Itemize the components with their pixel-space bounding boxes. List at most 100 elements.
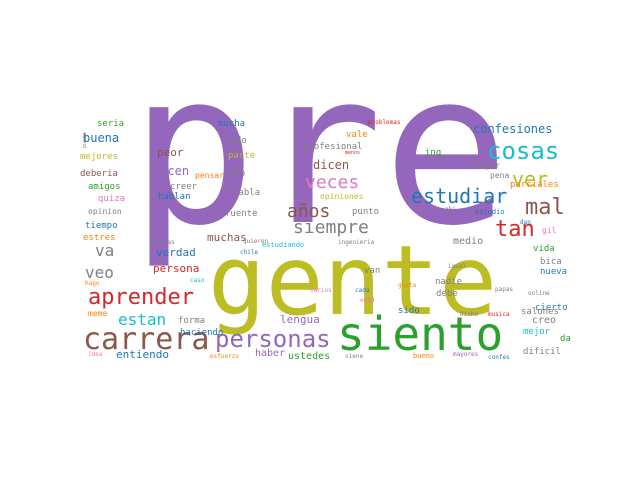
word-nueva: nueva	[540, 267, 568, 277]
word-lado: lado	[225, 136, 247, 146]
word-debe: debe	[436, 289, 458, 299]
word-gente: gente	[208, 225, 497, 337]
word-idea: idea	[88, 351, 103, 358]
word-peor: peor	[157, 146, 184, 159]
word-aprender: aprender	[88, 285, 194, 310]
word-gil: gil	[542, 226, 557, 235]
word-igual: igual	[448, 263, 467, 270]
word-hablan: hablan	[158, 192, 191, 202]
word-dicen: dicen	[313, 158, 350, 172]
word-tiempo: tiempo	[85, 221, 118, 231]
word-pensar: pensar	[195, 171, 224, 180]
word-verdad: verdad	[156, 246, 196, 259]
word-amigos: amigos	[88, 182, 121, 192]
word-van: van	[364, 266, 381, 276]
word-mucha: mucha	[218, 119, 246, 129]
word-confes: confes	[488, 354, 510, 361]
word-chile: chile	[240, 249, 259, 256]
word-estudiando: estudiando	[262, 241, 305, 249]
word-hago: hago	[85, 280, 100, 287]
word-siempre: siempre	[293, 217, 369, 238]
word-mal: mal	[525, 195, 565, 220]
word-va: va	[95, 241, 115, 260]
word-opiniones: opiniones	[320, 192, 364, 201]
word-vale: vale	[346, 130, 368, 140]
word-cosas: cosas	[487, 137, 560, 165]
word-parciales: parciales	[510, 180, 559, 190]
word-puede: puede	[82, 132, 88, 148]
word-persona: persona	[153, 262, 200, 275]
word-creer: creer	[170, 182, 198, 192]
word-haber: haber	[255, 348, 286, 359]
word-seria: seria	[97, 119, 125, 129]
word-varios: varios	[310, 287, 332, 294]
word-estan: estan	[118, 310, 167, 329]
word-lengua: lengua	[280, 313, 320, 326]
word-muchas: muchas	[207, 231, 247, 244]
word-salones: salones	[521, 307, 559, 317]
word-pena: pena	[490, 171, 510, 180]
word-ano: año	[229, 169, 246, 179]
word-problemas: problemas	[368, 119, 401, 126]
word-viene: viene	[345, 353, 364, 360]
word-ing: ing	[425, 148, 442, 158]
word-pre: pre	[130, 27, 510, 272]
word-edad: edad	[360, 297, 375, 304]
word-dificil: dificil	[523, 347, 561, 357]
word-creo: creo	[532, 315, 557, 326]
word-bica: bica	[540, 257, 562, 267]
word-buena: buena	[83, 131, 120, 145]
word-opinion: opinion	[88, 207, 122, 216]
word-esfuerzo: esfuerzo	[210, 353, 239, 360]
word-medio: medio	[453, 236, 484, 247]
word-parte: parte	[228, 151, 256, 161]
word-carrera: carrera	[83, 322, 210, 357]
word-mejor: mejor	[523, 327, 551, 337]
word-ahi: ahi	[445, 206, 456, 213]
word-cloud-panel: pre gente siento carrera personas aprend…	[80, 45, 571, 367]
word-ver: ver	[512, 167, 549, 191]
word-dan: dan	[520, 219, 531, 226]
word-veo: veo	[85, 263, 114, 282]
word-dicho: dicho	[460, 311, 479, 318]
word-menos: menos	[345, 150, 361, 156]
word-veces: veces	[305, 172, 360, 193]
word-fuente: fuente	[225, 209, 258, 219]
word-meme: meme	[88, 309, 108, 318]
word-ingenieria: ingenieria	[338, 239, 375, 246]
word-sido: sido	[398, 306, 420, 316]
word-estudiar: estudiar	[411, 184, 508, 208]
word-punto: punto	[352, 207, 380, 217]
word-tan: tan	[495, 217, 535, 242]
word-quiza: quiza	[98, 194, 126, 204]
word-cierto: cierto	[535, 303, 568, 313]
word-personas: personas	[215, 325, 331, 353]
word-haciendo: haciendo	[180, 328, 224, 338]
word-musica: musica	[488, 311, 510, 318]
word-mejores: mejores	[80, 152, 118, 162]
word-deberia: deberia	[80, 169, 118, 179]
word-caso: caso	[190, 277, 205, 284]
word-ustedes: ustedes	[288, 351, 331, 362]
word-mayores: mayores	[453, 351, 479, 358]
word-da: da	[560, 334, 571, 344]
word-bueno: bueno	[413, 352, 435, 360]
word-nadie: nadie	[435, 277, 463, 287]
word-confesiones: confesiones	[473, 122, 553, 136]
word-mismas: mismas	[153, 239, 175, 246]
word-cada: cada	[355, 287, 370, 294]
word-anos: años	[287, 201, 331, 222]
word-hacen: hacen	[153, 164, 190, 178]
word-entiendo: entiendo	[116, 348, 169, 361]
word-estudio: estudio	[475, 208, 505, 216]
word-papas: papas	[495, 286, 514, 293]
word-quieren: quieren	[243, 238, 269, 245]
word-estres: estres	[83, 233, 116, 243]
word-profesional: profesional	[303, 142, 363, 152]
word-dejar: dejar	[476, 161, 501, 170]
word-habla: habla	[233, 188, 261, 198]
word-gusta: gusta	[398, 282, 417, 289]
word-vida: vida	[533, 244, 555, 254]
word-forma: forma	[178, 316, 206, 326]
